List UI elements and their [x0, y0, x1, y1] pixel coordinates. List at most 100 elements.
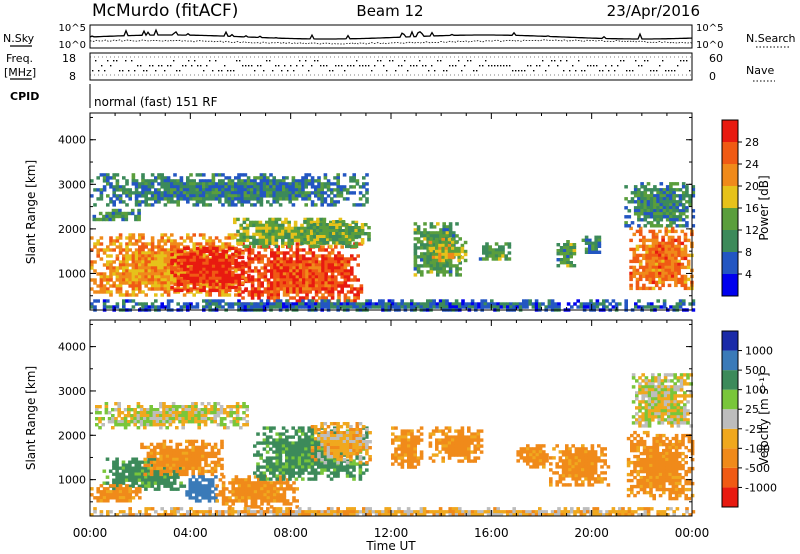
heatmap-cell: [496, 305, 500, 309]
heatmap-cell: [275, 194, 280, 198]
heatmap-cell: [483, 305, 488, 309]
heatmap-cell: [253, 471, 257, 475]
heatmap-cell: [185, 448, 189, 453]
heatmap-cell: [227, 270, 232, 275]
heatmap-cell: [336, 191, 340, 195]
heatmap-cell: [221, 270, 226, 275]
heatmap-cell: [352, 305, 356, 309]
heatmap-cell: [327, 281, 332, 285]
heatmap-cell: [632, 253, 637, 258]
heatmap-cell: [194, 478, 199, 482]
heatmap-cell: [664, 250, 669, 255]
heatmap-cell: [306, 220, 311, 225]
heatmap-cell: [141, 281, 145, 285]
heatmap-cell: [297, 229, 301, 234]
frequency-mark: [437, 60, 439, 62]
heatmap-cell: [115, 478, 119, 482]
heatmap-cell: [429, 302, 433, 306]
heatmap-cell: [195, 200, 200, 204]
heatmap-cell: [400, 299, 404, 303]
heatmap-cell: [192, 279, 197, 284]
heatmap-cell: [314, 302, 318, 306]
heatmap-cell: [445, 305, 449, 309]
heatmap-cell: [648, 274, 653, 279]
heatmap-cell: [635, 277, 640, 282]
heatmap-cell: [221, 255, 226, 260]
frequency-mark: [101, 65, 103, 67]
heatmap-cell: [156, 487, 161, 491]
heatmap-cell: [166, 478, 171, 482]
heatmap-cell: [188, 487, 193, 491]
heatmap-cell: [189, 173, 193, 177]
heatmap-cell: [273, 487, 277, 491]
heatmap-cell: [266, 188, 270, 192]
heatmap-cell: [343, 260, 348, 264]
heatmap-cell: [236, 238, 240, 243]
heatmap-cell: [195, 270, 200, 275]
heatmap-cell: [207, 484, 212, 488]
heatmap-cell: [688, 194, 692, 198]
heatmap-cell: [134, 466, 139, 470]
heatmap-cell: [262, 185, 267, 189]
heatmap-cell: [202, 270, 206, 275]
heatmap-cell: [156, 475, 161, 479]
heatmap-cell: [246, 176, 251, 180]
heatmap-cell: [125, 245, 129, 249]
heatmap-cell: [444, 252, 449, 257]
heatmap-cell: [96, 299, 100, 303]
frequency-mark: [554, 60, 556, 62]
heatmap-cell: [661, 250, 665, 255]
heatmap-cell: [680, 229, 685, 234]
heatmap-cell: [362, 185, 366, 189]
heatmap-cell: [194, 445, 199, 450]
heatmap-cell: [115, 475, 119, 479]
heatmap-cell: [654, 283, 659, 288]
heatmap-cell: [163, 272, 168, 276]
heatmap-cell: [281, 244, 285, 249]
heatmap-cell: [237, 493, 242, 497]
heatmap-cell: [318, 278, 322, 282]
heatmap-cell: [273, 266, 277, 270]
heatmap-cell: [208, 264, 213, 269]
frequency-mark: [407, 70, 409, 72]
heatmap-cell: [125, 263, 129, 267]
heatmap-cell: [237, 173, 241, 177]
heatmap-cell: [337, 260, 341, 264]
frequency-mark: [230, 70, 232, 72]
heatmap-cell: [92, 217, 97, 222]
heatmap-cell: [166, 481, 171, 485]
heatmap-cell: [109, 200, 113, 204]
heatmap-cell: [144, 275, 148, 279]
heatmap-cell: [313, 232, 317, 237]
heatmap-cell: [298, 284, 303, 288]
heatmap-cell: [292, 251, 296, 255]
heatmap-cell: [285, 188, 289, 192]
heatmap-cell: [191, 442, 195, 447]
heatmap-cell: [254, 287, 258, 291]
heatmap-cell: [170, 270, 174, 275]
heatmap-cell: [295, 275, 300, 279]
heatmap-cell: [321, 266, 325, 270]
frequency-mark: [185, 65, 187, 67]
heatmap-cell: [106, 305, 110, 309]
frequency-mark: [359, 65, 361, 67]
heatmap-cell: [445, 302, 449, 306]
heatmap-cell: [298, 194, 302, 198]
heatmap-cell: [670, 259, 675, 264]
heatmap-cell: [211, 288, 216, 293]
heatmap-cell: [247, 273, 251, 278]
heatmap-cell: [179, 258, 184, 263]
heatmap-cell: [227, 255, 232, 260]
heatmap-cell: [170, 278, 174, 282]
heatmap-cell: [276, 257, 280, 261]
heatmap-cell: [670, 274, 675, 279]
heatmap-cell: [246, 188, 251, 192]
heatmap-cell: [282, 179, 286, 183]
frequency-mark: [434, 70, 436, 72]
heatmap-cell: [344, 238, 349, 242]
heatmap-cell: [323, 176, 328, 180]
heatmap-cell: [460, 255, 465, 260]
heatmap-cell: [672, 209, 676, 213]
heatmap-cell: [320, 200, 324, 204]
heatmap-cell: [298, 188, 302, 192]
